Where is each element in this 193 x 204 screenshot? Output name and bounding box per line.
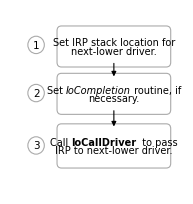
FancyBboxPatch shape bbox=[57, 74, 171, 115]
Text: Call: Call bbox=[50, 137, 71, 147]
Text: IoCompletion: IoCompletion bbox=[66, 85, 131, 95]
Text: Set IRP stack location for: Set IRP stack location for bbox=[53, 38, 175, 48]
Circle shape bbox=[28, 37, 44, 54]
Text: next-lower driver.: next-lower driver. bbox=[71, 47, 157, 57]
Text: to pass: to pass bbox=[136, 137, 178, 147]
Text: 3: 3 bbox=[33, 141, 39, 151]
Text: 1: 1 bbox=[33, 41, 39, 51]
Text: Set: Set bbox=[47, 85, 66, 95]
FancyBboxPatch shape bbox=[57, 124, 171, 168]
Circle shape bbox=[28, 137, 44, 154]
Text: necessary.: necessary. bbox=[88, 94, 140, 104]
Circle shape bbox=[28, 85, 44, 102]
Text: 2: 2 bbox=[33, 89, 39, 99]
Text: routine, if: routine, if bbox=[131, 85, 181, 95]
Text: IoCallDriver: IoCallDriver bbox=[71, 137, 136, 147]
Text: IRP to next-lower driver.: IRP to next-lower driver. bbox=[55, 146, 173, 155]
FancyBboxPatch shape bbox=[57, 27, 171, 68]
